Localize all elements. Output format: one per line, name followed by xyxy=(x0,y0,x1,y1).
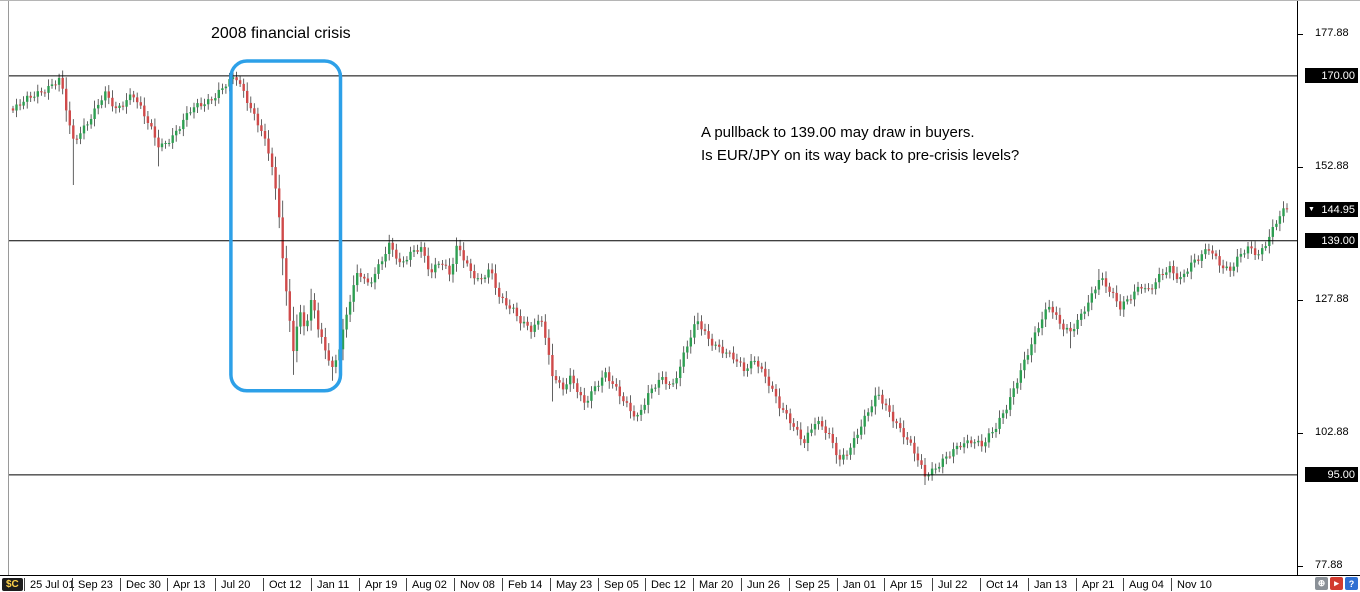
date-axis-tick xyxy=(502,578,503,591)
date-tick-label: Aug 02 xyxy=(412,579,447,591)
date-axis-tick xyxy=(215,578,216,591)
globe-icon[interactable]: ⊕ xyxy=(1315,577,1328,590)
price-tick-label: 177.88 xyxy=(1315,27,1349,39)
date-tick-label: Sep 25 xyxy=(795,579,830,591)
date-tick-label: Apr 15 xyxy=(890,579,923,591)
help-icon[interactable]: ? xyxy=(1345,577,1358,590)
price-level-badge: 139.00 xyxy=(1305,233,1358,248)
date-axis[interactable]: $C 25 Jul 01 Sep 23 Dec 30 Apr 13 Jul 20 Oct … xyxy=(0,575,1360,592)
date-tick-label: Jan 11 xyxy=(317,579,350,591)
date-tick-label: Jul 22 xyxy=(938,579,968,591)
date-tick-label: Oct 12 xyxy=(269,579,302,591)
date-axis-tick xyxy=(1028,578,1029,591)
current-price-arrow-icon: ▼ xyxy=(1308,206,1315,213)
chart-shift-icon[interactable]: ▸ xyxy=(1330,577,1343,590)
date-axis-tick xyxy=(72,578,73,591)
crisis-highlight-box xyxy=(229,59,343,393)
date-tick-label: Jan 01 xyxy=(843,579,877,591)
pullback-note-line2: Is EUR/JPY on its way back to pre-crisis… xyxy=(701,147,1020,164)
chart-logo-icon: $C xyxy=(2,578,23,591)
price-level-badge-label: 170.00 xyxy=(1321,69,1355,82)
date-tick-label: Apr 19 xyxy=(365,579,398,591)
crisis-annotation-label: 2008 financial crisis xyxy=(211,25,351,42)
date-axis-tick xyxy=(980,578,981,591)
price-tick-label: 152.88 xyxy=(1315,160,1349,172)
price-level-badge-label: 144.95 xyxy=(1321,203,1355,216)
price-tick-label: 127.88 xyxy=(1315,293,1349,305)
date-axis-tick xyxy=(24,578,25,591)
date-tick-label: Nov 08 xyxy=(460,579,495,591)
footer-icons: ⊕ ▸? xyxy=(1315,577,1358,590)
date-tick-label: Oct 14 xyxy=(986,579,1019,591)
candlestick-chart[interactable]: 2008 financial crisis A pullback to 139.… xyxy=(8,1,1297,575)
date-tick-label: Feb 14 xyxy=(508,579,543,591)
date-tick-label: May 23 xyxy=(556,579,593,591)
date-tick-label: Apr 21 xyxy=(1082,579,1115,591)
date-axis-tick xyxy=(550,578,551,591)
date-axis-tick xyxy=(454,578,455,591)
price-level-badge: 95.00 xyxy=(1305,467,1358,482)
date-tick-label: Mar 20 xyxy=(699,579,734,591)
price-level-badge: 170.00 xyxy=(1305,68,1358,83)
price-tick-label: 102.88 xyxy=(1315,426,1349,438)
price-tick-mark xyxy=(1298,566,1303,567)
date-tick-label: Jul 20 xyxy=(221,579,251,591)
date-axis-tick xyxy=(359,578,360,591)
date-tick-label: 25 Jul 01 xyxy=(30,579,75,591)
date-tick-label: Aug 04 xyxy=(1129,579,1164,591)
date-axis-tick xyxy=(645,578,646,591)
price-level-badge-label: 139.00 xyxy=(1321,234,1355,247)
price-level-badge: ▼ 144.95 xyxy=(1305,202,1358,217)
date-axis-tick xyxy=(120,578,121,591)
date-axis-tick xyxy=(167,578,168,591)
price-axis[interactable]: 177.88 152.88 127.88 102.88 77.88 170.00 ▼ 144.… xyxy=(1297,1,1360,575)
date-axis-tick xyxy=(263,578,264,591)
date-axis-tick xyxy=(789,578,790,591)
date-axis-tick xyxy=(741,578,742,591)
date-axis-tick xyxy=(884,578,885,591)
date-axis-tick xyxy=(311,578,312,591)
date-tick-label: Sep 23 xyxy=(78,579,113,591)
price-tick-label: 77.88 xyxy=(1315,559,1343,571)
date-axis-tick xyxy=(406,578,407,591)
price-tick-mark xyxy=(1298,300,1303,301)
price-tick-mark xyxy=(1298,34,1303,35)
date-tick-label: Sep 05 xyxy=(604,579,639,591)
price-level-badge-label: 95.00 xyxy=(1327,468,1355,481)
date-tick-label: Jan 13 xyxy=(1034,579,1068,591)
pullback-note: A pullback to 139.00 may draw in buyers.… xyxy=(701,121,1019,167)
candles-svg xyxy=(9,59,1297,485)
date-axis-tick xyxy=(1171,578,1172,591)
price-tick-mark xyxy=(1298,433,1303,434)
date-tick-label: Nov 10 xyxy=(1177,579,1212,591)
date-axis-tick xyxy=(693,578,694,591)
date-axis-tick xyxy=(598,578,599,591)
date-axis-tick xyxy=(1123,578,1124,591)
date-axis-tick xyxy=(932,578,933,591)
date-tick-label: Jun 26 xyxy=(747,579,781,591)
date-tick-label: Apr 13 xyxy=(173,579,206,591)
date-axis-tick xyxy=(837,578,838,591)
price-tick-mark xyxy=(1298,167,1303,168)
date-tick-label: Dec 30 xyxy=(126,579,161,591)
date-tick-label: Dec 12 xyxy=(651,579,686,591)
pullback-note-line1: A pullback to 139.00 may draw in buyers. xyxy=(701,124,975,141)
date-axis-tick xyxy=(1076,578,1077,591)
